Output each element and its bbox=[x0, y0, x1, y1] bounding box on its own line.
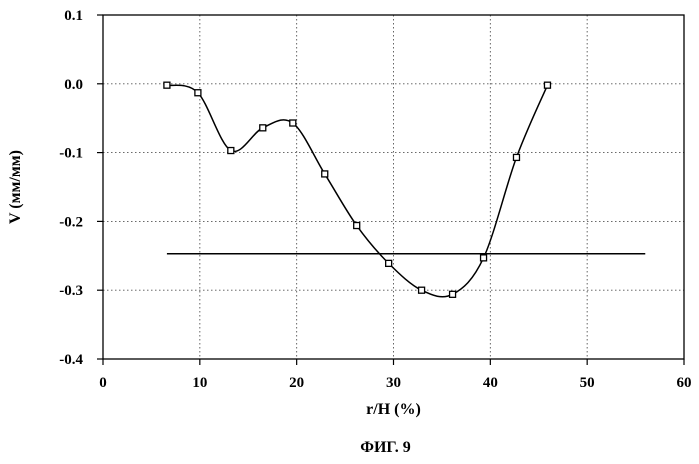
data-point-marker bbox=[322, 171, 328, 177]
y-tick-label: 0.0 bbox=[64, 77, 83, 93]
data-point-marker bbox=[544, 82, 550, 88]
x-tick-label: 0 bbox=[99, 375, 107, 391]
x-axis-title: r/H (%) bbox=[366, 401, 421, 418]
data-point-marker bbox=[290, 120, 296, 126]
data-point-marker bbox=[228, 148, 234, 154]
x-tick-label: 40 bbox=[483, 375, 498, 391]
data-point-marker bbox=[386, 260, 392, 266]
x-tick-label: 20 bbox=[289, 375, 304, 391]
grid bbox=[103, 15, 684, 359]
data-point-marker bbox=[513, 154, 519, 160]
x-tick-label: 10 bbox=[192, 375, 207, 391]
y-tick-label: -0.4 bbox=[59, 352, 83, 368]
y-tick-label: -0.2 bbox=[59, 214, 83, 230]
data-point-marker bbox=[354, 223, 360, 229]
axis-ticks bbox=[97, 15, 684, 365]
data-point-marker bbox=[450, 291, 456, 297]
series-layer bbox=[164, 82, 645, 297]
data-series-curve bbox=[167, 85, 548, 297]
data-point-marker bbox=[164, 82, 170, 88]
data-point-marker bbox=[195, 90, 201, 96]
figure-caption: ФИГ. 9 bbox=[360, 439, 411, 456]
data-point-marker bbox=[481, 255, 487, 261]
y-axis-title: V (мм/мм) bbox=[7, 150, 24, 224]
x-tick-labels: 0 10 20 30 40 50 60 bbox=[99, 375, 691, 391]
y-tick-label: -0.3 bbox=[59, 283, 83, 299]
x-tick-label: 30 bbox=[386, 375, 401, 391]
data-point-marker bbox=[419, 287, 425, 293]
y-tick-labels: 0.1 0.0 -0.1 -0.2 -0.3 -0.4 bbox=[59, 8, 83, 368]
data-point-marker bbox=[260, 125, 266, 131]
x-tick-label: 60 bbox=[677, 375, 692, 391]
y-tick-label: -0.1 bbox=[59, 146, 83, 162]
y-tick-label: 0.1 bbox=[64, 8, 83, 24]
x-tick-label: 50 bbox=[580, 375, 595, 391]
